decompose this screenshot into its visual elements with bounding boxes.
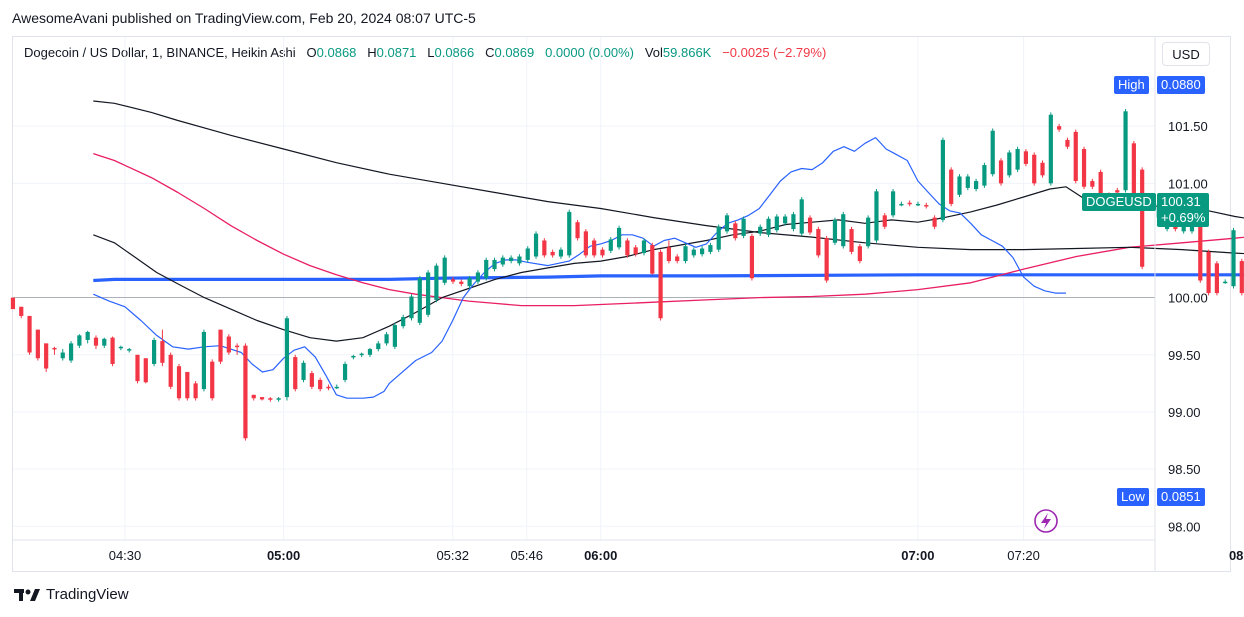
low-label-tag: Low xyxy=(1117,488,1149,506)
last-price-value: 100.31 xyxy=(1161,194,1201,209)
high-value-tag: 0.0880 xyxy=(1157,76,1205,94)
legend-close-value: 0.0869 xyxy=(494,45,535,60)
high-label-tag: High xyxy=(1114,76,1149,94)
tradingview-logo-icon xyxy=(14,588,40,601)
symbol-tag: DOGEUSD xyxy=(1082,193,1156,211)
symbol-tag-label: DOGEUSD xyxy=(1086,194,1152,209)
candle xyxy=(1231,227,1236,289)
legend-volume-label: Vol xyxy=(644,45,663,60)
chart-legend: Dogecoin / US Dollar, 1, BINANCE, Heikin… xyxy=(24,45,826,60)
last-price-change: +0.69% xyxy=(1161,210,1206,225)
candle xyxy=(1239,258,1244,296)
published-by-line: AwesomeAvani published on TradingView.co… xyxy=(12,10,476,26)
last-price-tag: 100.31 +0.69% xyxy=(1157,193,1210,227)
legend-high-value: 0.0871 xyxy=(376,45,417,60)
legend-low-value: 0.0866 xyxy=(434,45,475,60)
low-value: 0.0851 xyxy=(1161,489,1201,504)
legend-open-value: 0.0868 xyxy=(316,45,357,60)
legend-high-label: H xyxy=(367,45,377,60)
legend-change-secondary: −0.0025 (−2.79%) xyxy=(722,45,827,60)
footer-brand-label: TradingView xyxy=(46,586,129,603)
currency-button[interactable]: USD xyxy=(1162,42,1210,66)
legend-close-label: C xyxy=(485,45,495,60)
legend-low-label: L xyxy=(427,45,435,60)
low-label: Low xyxy=(1121,489,1145,504)
legend-change: 0.0000 (0.00%) xyxy=(545,45,634,60)
chart-frame[interactable] xyxy=(12,36,1231,572)
low-value-tag: 0.0851 xyxy=(1157,488,1205,506)
high-value: 0.0880 xyxy=(1161,77,1201,92)
candle-body xyxy=(1239,261,1244,294)
high-label: High xyxy=(1118,77,1145,92)
legend-volume-value: 59.866K xyxy=(662,45,712,60)
footer-brand[interactable]: TradingView xyxy=(14,586,129,603)
legend-symbol[interactable]: Dogecoin / US Dollar, 1, BINANCE, Heikin… xyxy=(24,45,296,60)
legend-open-label: O xyxy=(306,45,317,60)
candle-body xyxy=(1231,230,1236,287)
time-tick-label: 08:02 xyxy=(1229,548,1244,563)
